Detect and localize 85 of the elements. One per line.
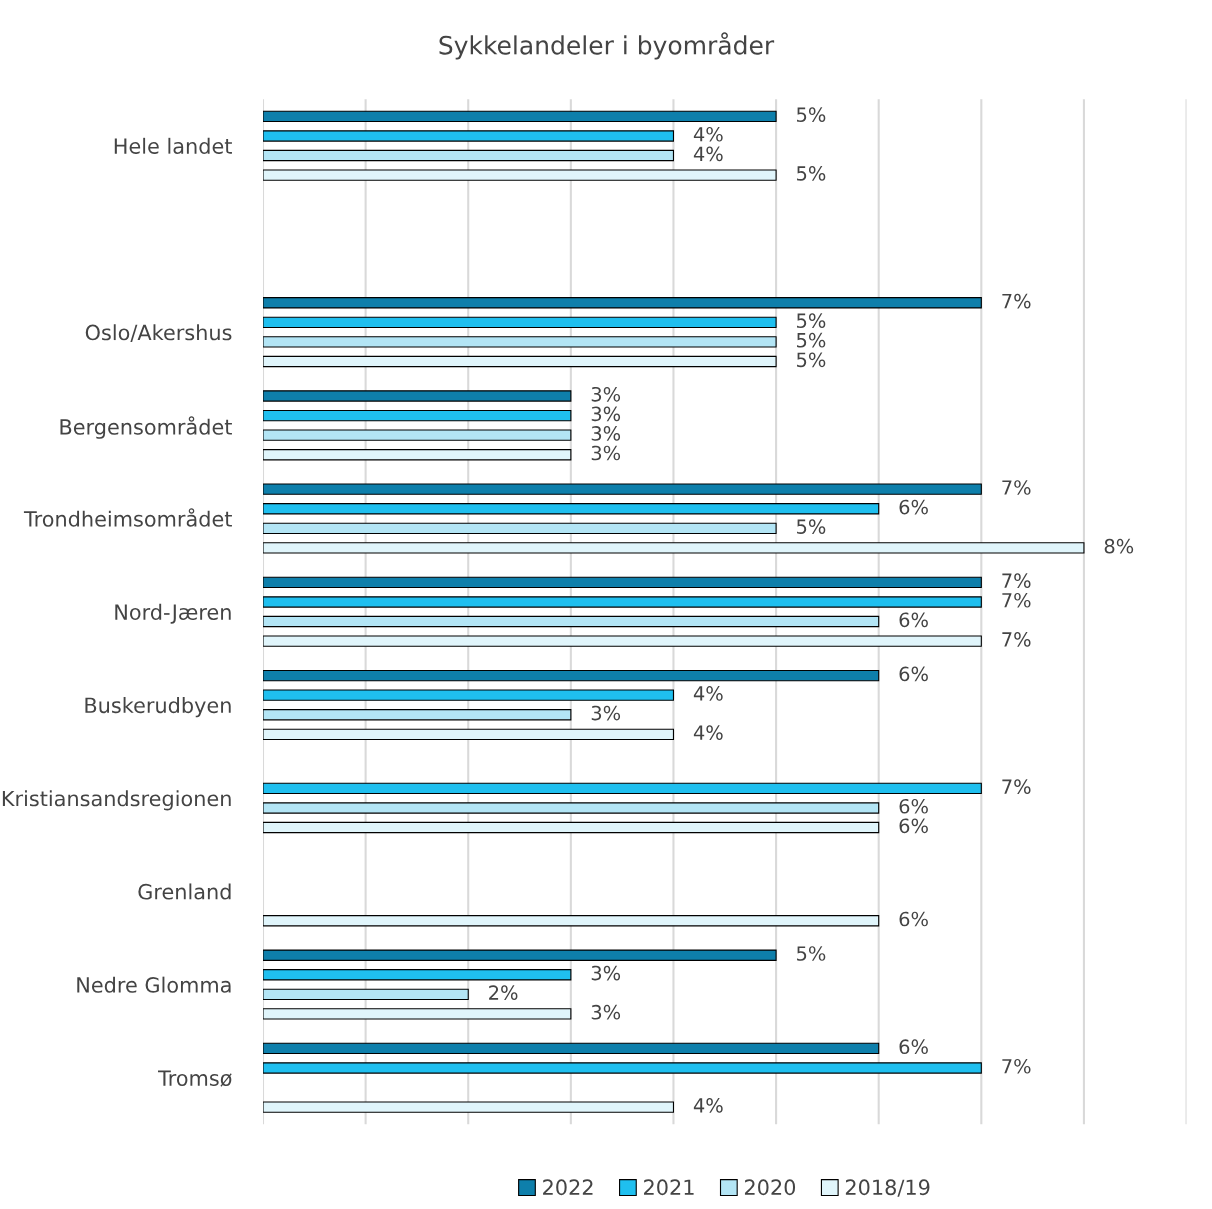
- bar: [263, 169, 777, 181]
- bar: [263, 429, 572, 441]
- bar: [263, 483, 982, 495]
- data-label: 3%: [591, 445, 621, 461]
- bar: [263, 355, 777, 368]
- data-label: 5%: [797, 332, 826, 348]
- bar: [263, 615, 880, 628]
- y-tick-label: Kristiansandsregionen: [2, 790, 231, 811]
- bar: [263, 821, 880, 834]
- bar: [263, 149, 675, 162]
- data-label: 4%: [693, 686, 723, 701]
- data-label: 7%: [1002, 592, 1031, 608]
- data-label: 5%: [797, 946, 826, 961]
- y-tick-label: Buskerudbyen: [85, 697, 231, 718]
- bar: [263, 1101, 675, 1113]
- data-label: 7%: [1002, 293, 1031, 309]
- bar: [263, 110, 777, 123]
- data-label: 7%: [1002, 632, 1031, 647]
- data-label: 4%: [693, 1098, 723, 1113]
- legend-label: 2021: [644, 1179, 694, 1196]
- y-tick-label: Hele landet: [114, 137, 232, 154]
- y-tick-label: Nord-Jæren: [115, 603, 231, 624]
- bar: [263, 596, 982, 608]
- legend-label: 2018/19: [845, 1179, 930, 1197]
- bar: [263, 949, 777, 961]
- y-tick-label: Tromsø: [158, 1070, 232, 1087]
- bar: [263, 316, 777, 329]
- data-label: 4%: [693, 725, 723, 740]
- bar: [263, 409, 572, 422]
- legend-label: 2022: [543, 1179, 593, 1196]
- data-label: 7%: [1002, 480, 1031, 495]
- bar: [263, 503, 880, 515]
- data-label: 3%: [591, 426, 621, 441]
- data-label: 6%: [899, 1039, 928, 1055]
- bar: [263, 297, 982, 309]
- bar: [263, 522, 777, 535]
- bar: [263, 1062, 982, 1074]
- bar: [263, 336, 777, 348]
- y-tick-label: Oslo/Akershus: [85, 324, 232, 342]
- chart-title: Sykkelandeler i byområder: [439, 32, 775, 60]
- data-label: 3%: [591, 1004, 621, 1020]
- data-label: 5%: [797, 166, 826, 181]
- y-tick-label: Bergensområdet: [60, 416, 232, 439]
- data-label: 5%: [797, 107, 826, 123]
- bar: [263, 390, 572, 402]
- data-label: 6%: [899, 911, 928, 927]
- data-label: 5%: [797, 352, 826, 368]
- data-label: 4%: [693, 146, 723, 162]
- bar: [263, 449, 572, 461]
- legend-label: 2020: [744, 1179, 796, 1196]
- bar: [263, 689, 675, 701]
- data-label: 6%: [899, 666, 928, 682]
- data-label: 8%: [1104, 538, 1134, 554]
- data-label: 3%: [591, 406, 621, 422]
- bar: [263, 728, 675, 740]
- bar: [263, 669, 880, 682]
- data-label: 3%: [591, 965, 621, 981]
- bar: [263, 988, 469, 1001]
- y-tick-label: Grenland: [138, 883, 231, 900]
- y-tick-label: Nedre Glomma: [77, 976, 231, 993]
- data-label: 7%: [1002, 573, 1031, 589]
- bar: [263, 1008, 572, 1020]
- bar: [263, 542, 1085, 554]
- data-label: 3%: [591, 705, 621, 721]
- data-label: 3%: [591, 386, 621, 402]
- bar: [263, 969, 572, 981]
- bar: [263, 782, 982, 795]
- data-label: 6%: [899, 499, 928, 515]
- bar: [263, 915, 880, 927]
- bar: [263, 635, 982, 647]
- bar: [263, 130, 675, 142]
- bar: [263, 1042, 880, 1055]
- data-label: 6%: [899, 818, 928, 834]
- data-label: 7%: [1002, 1058, 1031, 1074]
- data-label: 7%: [1002, 779, 1031, 795]
- data-label: 2%: [489, 985, 518, 1000]
- data-label: 6%: [899, 798, 928, 814]
- data-label: 5%: [797, 313, 826, 328]
- data-label: 6%: [899, 612, 928, 628]
- data-label: 5%: [797, 519, 826, 534]
- bar: [263, 802, 880, 814]
- bar: [263, 576, 982, 589]
- bar: [263, 709, 572, 721]
- data-label: 4%: [693, 126, 723, 142]
- y-tick-label: Trondheimsområdet: [23, 508, 232, 527]
